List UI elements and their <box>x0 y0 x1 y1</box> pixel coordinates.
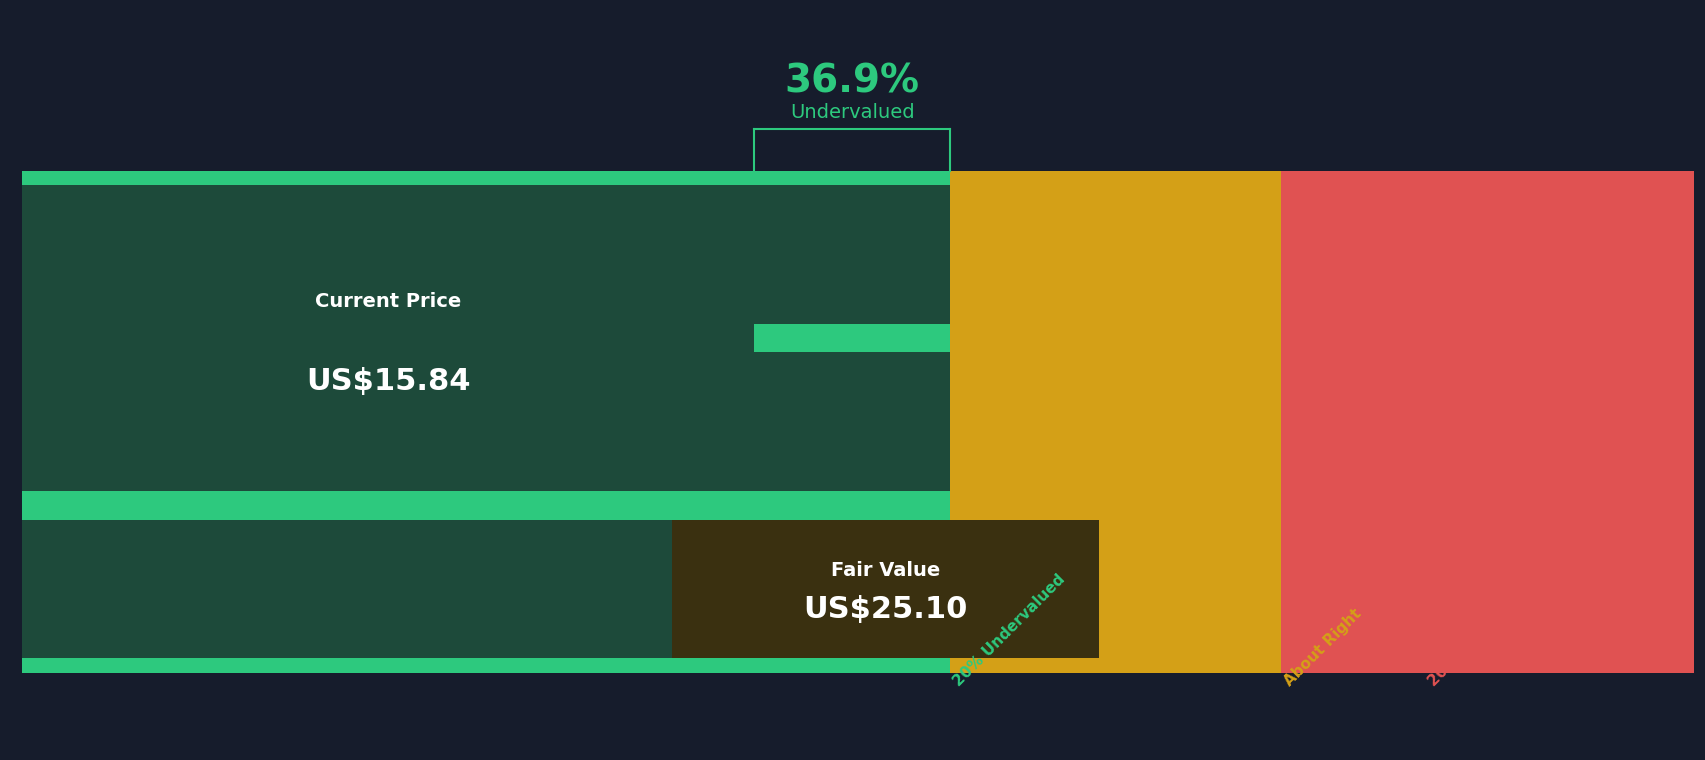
Bar <box>950 324 1280 338</box>
Bar <box>1280 658 1693 673</box>
Bar <box>22 505 950 520</box>
Text: Undervalued: Undervalued <box>789 103 914 122</box>
Bar <box>950 505 1280 520</box>
Bar <box>950 338 1280 353</box>
Bar <box>950 185 1280 324</box>
Bar <box>1280 324 1693 338</box>
Text: 20% Overvalued: 20% Overvalued <box>1425 580 1534 689</box>
Bar <box>1280 491 1693 505</box>
Bar <box>1280 171 1693 185</box>
Text: 20% Undervalued: 20% Undervalued <box>950 572 1067 689</box>
Bar <box>1280 520 1693 658</box>
Bar <box>1280 338 1693 353</box>
Bar <box>950 658 1280 673</box>
Bar <box>1280 505 1693 520</box>
Bar <box>22 520 950 658</box>
Bar <box>672 520 1098 658</box>
Bar <box>22 171 950 185</box>
Text: Fair Value: Fair Value <box>830 562 939 581</box>
Text: About Right: About Right <box>1280 606 1364 689</box>
Bar <box>950 171 1280 185</box>
Bar <box>22 491 950 505</box>
Bar <box>1280 353 1693 491</box>
Bar <box>22 324 950 338</box>
Text: US$15.84: US$15.84 <box>305 366 471 395</box>
Bar <box>1280 185 1693 324</box>
Bar <box>22 658 950 673</box>
Text: 36.9%: 36.9% <box>784 62 919 100</box>
Text: Current Price: Current Price <box>315 292 460 311</box>
Text: US$25.10: US$25.10 <box>803 595 967 624</box>
Bar <box>22 353 950 491</box>
Bar <box>950 491 1280 505</box>
Bar <box>22 338 950 353</box>
Bar <box>950 353 1280 491</box>
Bar <box>22 185 950 324</box>
Bar <box>22 185 754 491</box>
Bar <box>950 520 1280 658</box>
